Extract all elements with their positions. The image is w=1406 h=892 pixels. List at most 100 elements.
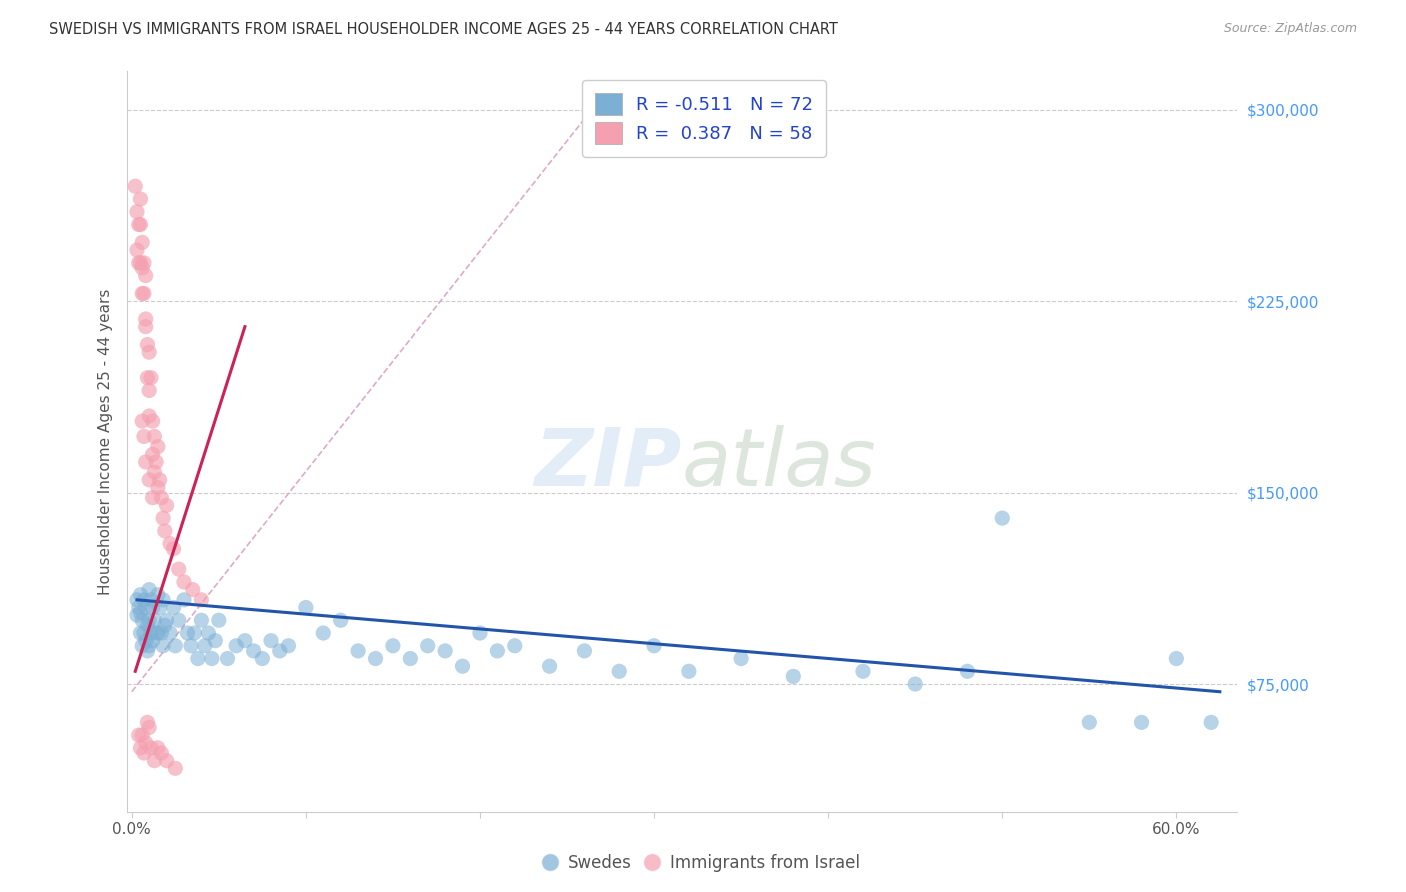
Swedes xyxy=(1078,715,1101,730)
Swedes xyxy=(180,639,202,653)
Swedes xyxy=(197,626,219,640)
Swedes xyxy=(125,608,148,623)
Swedes xyxy=(486,644,509,658)
Immigrants from Israel xyxy=(136,715,159,730)
Swedes xyxy=(138,639,160,653)
Immigrants from Israel xyxy=(142,491,165,505)
Swedes xyxy=(165,639,187,653)
Immigrants from Israel xyxy=(143,429,166,443)
Swedes xyxy=(1199,715,1222,730)
Swedes xyxy=(295,600,318,615)
Immigrants from Israel xyxy=(142,414,165,428)
Swedes xyxy=(129,626,152,640)
Immigrants from Israel xyxy=(150,746,173,760)
Swedes xyxy=(162,600,184,615)
Immigrants from Israel xyxy=(173,574,195,589)
Swedes xyxy=(129,606,152,620)
Text: SWEDISH VS IMMIGRANTS FROM ISRAEL HOUSEHOLDER INCOME AGES 25 - 44 YEARS CORRELAT: SWEDISH VS IMMIGRANTS FROM ISRAEL HOUSEH… xyxy=(49,22,838,37)
Swedes xyxy=(852,665,875,679)
Immigrants from Israel xyxy=(139,740,162,755)
Swedes xyxy=(643,639,665,653)
Swedes xyxy=(1166,651,1188,665)
Swedes xyxy=(146,588,169,602)
Immigrants from Israel xyxy=(128,218,150,232)
Immigrants from Israel xyxy=(132,429,155,443)
Immigrants from Israel xyxy=(146,740,169,755)
Swedes xyxy=(194,639,217,653)
Swedes xyxy=(269,644,291,658)
Immigrants from Israel xyxy=(159,536,181,550)
Swedes xyxy=(201,651,224,665)
Immigrants from Israel xyxy=(129,192,152,206)
Immigrants from Israel xyxy=(125,204,148,219)
Swedes xyxy=(143,613,166,627)
Swedes xyxy=(131,613,153,627)
Swedes xyxy=(208,613,231,627)
Swedes xyxy=(468,626,491,640)
Swedes xyxy=(153,618,176,632)
Text: Source: ZipAtlas.com: Source: ZipAtlas.com xyxy=(1223,22,1357,36)
Immigrants from Israel xyxy=(165,761,187,775)
Immigrants from Israel xyxy=(125,243,148,257)
Swedes xyxy=(149,600,172,615)
Immigrants from Israel xyxy=(155,754,177,768)
Swedes xyxy=(139,626,162,640)
Immigrants from Israel xyxy=(135,319,157,334)
Immigrants from Israel xyxy=(129,256,152,270)
Swedes xyxy=(607,665,630,679)
Swedes xyxy=(155,613,177,627)
Immigrants from Israel xyxy=(153,524,176,538)
Swedes xyxy=(138,582,160,597)
Swedes xyxy=(167,613,190,627)
Swedes xyxy=(399,651,422,665)
Swedes xyxy=(233,633,256,648)
Swedes xyxy=(503,639,526,653)
Swedes xyxy=(142,600,165,615)
Swedes xyxy=(782,669,804,683)
Swedes xyxy=(152,592,174,607)
Immigrants from Israel xyxy=(131,286,153,301)
Immigrants from Israel xyxy=(131,235,153,250)
Swedes xyxy=(364,651,387,665)
Swedes xyxy=(574,644,596,658)
Legend: Swedes, Immigrants from Israel: Swedes, Immigrants from Israel xyxy=(540,847,866,879)
Immigrants from Israel xyxy=(143,754,166,768)
Legend: R = -0.511   N = 72, R =  0.387   N = 58: R = -0.511 N = 72, R = 0.387 N = 58 xyxy=(582,80,827,157)
Swedes xyxy=(125,592,148,607)
Swedes xyxy=(135,600,157,615)
Immigrants from Israel xyxy=(128,256,150,270)
Swedes xyxy=(142,633,165,648)
Swedes xyxy=(129,588,152,602)
Immigrants from Israel xyxy=(131,414,153,428)
Swedes xyxy=(730,651,752,665)
Swedes xyxy=(277,639,299,653)
Swedes xyxy=(329,613,352,627)
Immigrants from Israel xyxy=(124,179,146,194)
Swedes xyxy=(138,613,160,627)
Text: atlas: atlas xyxy=(682,425,877,503)
Immigrants from Israel xyxy=(146,440,169,454)
Immigrants from Israel xyxy=(143,465,166,479)
Immigrants from Israel xyxy=(135,736,157,750)
Immigrants from Israel xyxy=(167,562,190,576)
Immigrants from Israel xyxy=(131,728,153,742)
Immigrants from Israel xyxy=(138,345,160,359)
Swedes xyxy=(159,626,181,640)
Swedes xyxy=(312,626,335,640)
Immigrants from Israel xyxy=(190,592,212,607)
Immigrants from Israel xyxy=(152,511,174,525)
Swedes xyxy=(139,592,162,607)
Swedes xyxy=(347,644,370,658)
Immigrants from Israel xyxy=(142,447,165,461)
Immigrants from Israel xyxy=(132,746,155,760)
Swedes xyxy=(176,626,198,640)
Swedes xyxy=(225,639,247,653)
Y-axis label: Householder Income Ages 25 - 44 years: Householder Income Ages 25 - 44 years xyxy=(97,288,112,595)
Immigrants from Israel xyxy=(138,473,160,487)
Swedes xyxy=(538,659,561,673)
Swedes xyxy=(190,613,212,627)
Swedes xyxy=(1130,715,1153,730)
Swedes xyxy=(131,639,153,653)
Swedes xyxy=(956,665,979,679)
Immigrants from Israel xyxy=(131,260,153,275)
